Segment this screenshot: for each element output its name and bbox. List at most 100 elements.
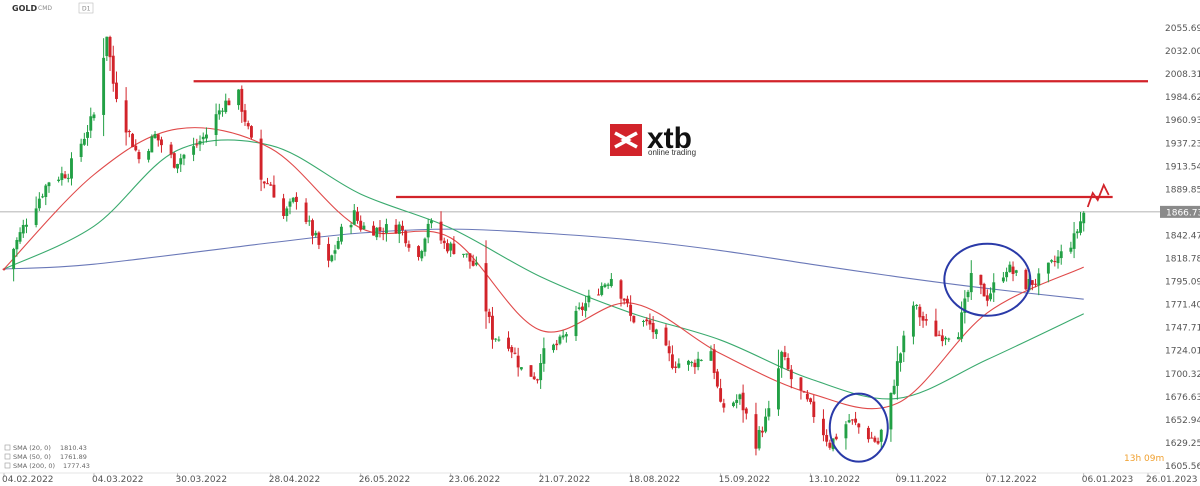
candle-body (687, 360, 690, 365)
candle-body (606, 284, 610, 286)
candle-body (805, 393, 809, 400)
y-tick-label: 1984.62 (1165, 93, 1200, 103)
candle-body (442, 240, 446, 244)
candle-body (529, 365, 533, 377)
candle-body (535, 379, 539, 381)
x-tick-label: 04.02.2022 (2, 475, 54, 485)
candle-body (555, 343, 559, 346)
candle-body (359, 220, 363, 230)
candle-body (86, 132, 89, 138)
candle-body (491, 315, 494, 340)
highlight-layer (828, 242, 1032, 463)
candle-body (465, 253, 469, 255)
candle-body (847, 420, 851, 423)
candle-body (966, 291, 970, 298)
settings-icon[interactable] (4, 453, 11, 460)
candle-body (513, 352, 517, 354)
candle-body (866, 427, 870, 440)
candle-body (291, 197, 295, 202)
candle-body (269, 184, 273, 186)
candle-body (632, 315, 636, 323)
candle-body (825, 434, 829, 442)
indicator-sma200[interactable]: SMA (200, 0) 1777.43 (4, 462, 90, 470)
candle-body (420, 251, 424, 259)
candle-body (892, 385, 896, 394)
candle-body (134, 145, 138, 151)
candle-body (1079, 221, 1082, 233)
candle-body (221, 110, 224, 112)
indicator-sma20[interactable]: SMA (20, 0) 1810.43 (4, 444, 87, 452)
settings-icon[interactable] (4, 444, 11, 451)
current-price-label: 1866.73 (1166, 208, 1200, 218)
candle-body (304, 202, 308, 222)
candle-body (147, 150, 151, 160)
candle-body (854, 418, 858, 423)
x-tick-label: 26.01.2023 (1146, 475, 1198, 485)
candlestick-layer (2, 35, 1086, 456)
candle-body (12, 248, 16, 270)
candle-body (597, 294, 600, 296)
candle-body (384, 224, 388, 234)
candle-body (34, 208, 38, 225)
candle-body (259, 138, 263, 180)
candle-body (741, 392, 745, 411)
candle-body (2, 268, 6, 270)
candle-body (150, 136, 154, 153)
settings-icon[interactable] (4, 462, 11, 469)
candle-body (487, 311, 491, 317)
candle-body (828, 442, 832, 448)
candle-body (124, 100, 128, 133)
candle-body (821, 418, 825, 436)
candle-body (799, 377, 803, 391)
candle-body (783, 352, 787, 357)
current-price-box (1160, 205, 1200, 218)
candle-body (947, 338, 951, 340)
candle-body (1008, 264, 1012, 273)
xtb-x-glyph-icon (614, 131, 638, 149)
candle-body (1082, 212, 1086, 224)
breakout-zigzag (1086, 182, 1110, 208)
interval-box[interactable] (78, 2, 94, 14)
candle-body (915, 304, 919, 306)
x-tick-label: 28.04.2022 (269, 475, 321, 485)
candle-body (294, 196, 298, 202)
y-tick-label: 1676.63 (1165, 393, 1200, 403)
candle-body (937, 334, 941, 336)
x-tick-label: 09.11.2022 (895, 475, 947, 485)
interval-label[interactable]: D1 (82, 6, 91, 13)
candle-body (102, 57, 106, 115)
candle-body (401, 225, 404, 231)
y-tick-label: 1937.23 (1165, 139, 1200, 149)
candle-body (25, 224, 28, 227)
indicator-sma50[interactable]: SMA (50, 0) 1761.89 (4, 453, 87, 461)
x-tick-label: 07.12.2022 (985, 475, 1037, 485)
x-tick-label: 26.05.2022 (359, 475, 411, 485)
candle-body (985, 295, 989, 301)
candle-body (1072, 233, 1076, 249)
candle-body (587, 295, 591, 303)
axis-layer: 2055.69 2032.00 2008.31 1984.62 1960.93 1937.… (0, 24, 1200, 485)
candle-body (921, 316, 925, 321)
candle-body (1056, 256, 1060, 264)
candle-body (558, 336, 562, 344)
y-tick-label: 1818.78 (1165, 255, 1200, 265)
candle-body (262, 181, 266, 184)
candle-body (677, 363, 681, 368)
candle-body (619, 280, 623, 299)
candle-body (584, 303, 588, 311)
candle-body (625, 298, 629, 304)
candle-body (1030, 280, 1034, 285)
candle-body (282, 198, 286, 216)
y-tick-label: 2055.69 (1165, 24, 1200, 34)
candle-body (561, 335, 565, 338)
candle-body (809, 398, 813, 403)
candle-body (732, 402, 735, 407)
candle-body (934, 320, 938, 337)
candle-body (895, 361, 899, 386)
candle-body (956, 336, 960, 340)
candle-body (989, 293, 992, 300)
candle-body (722, 403, 726, 408)
